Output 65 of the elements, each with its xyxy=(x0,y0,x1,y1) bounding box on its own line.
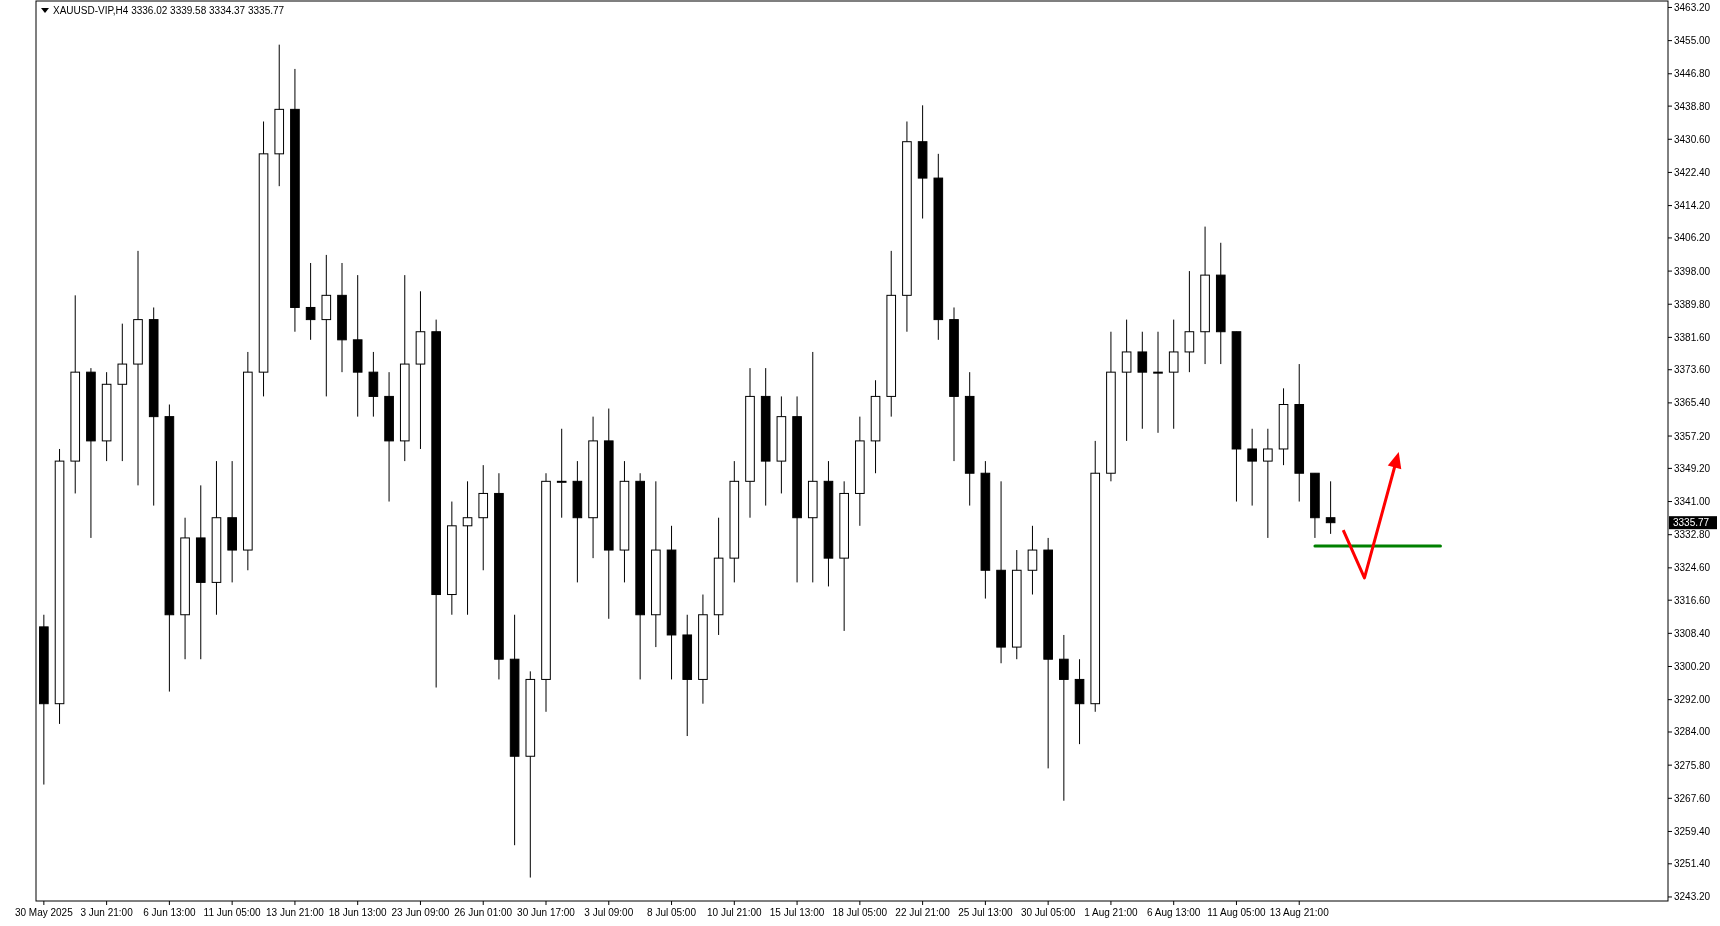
x-tick-label: 13 Aug 21:00 xyxy=(1269,907,1330,918)
y-tick-label: 3430.60 xyxy=(1674,133,1711,145)
x-tick-label: 18 Jul 05:00 xyxy=(832,907,888,918)
candlestick xyxy=(117,323,128,462)
y-tick-label: 3381.60 xyxy=(1674,331,1711,343)
y-tick-label: 3389.80 xyxy=(1674,298,1711,310)
candlestick xyxy=(1059,634,1069,802)
y-tick-label: 3300.20 xyxy=(1674,661,1711,672)
x-tick-label: 11 Jun 05:00 xyxy=(203,907,262,918)
candlestick xyxy=(1263,428,1273,539)
x-tick-label: 6 Jun 13:00 xyxy=(143,907,196,918)
y-tick-label: 3455.00 xyxy=(1674,35,1711,47)
y-tick-label: 3324.60 xyxy=(1674,562,1711,574)
y-tick-label: 3316.60 xyxy=(1674,594,1711,606)
y-tick-label: 3292.00 xyxy=(1674,694,1711,706)
y-tick-label: 3446.80 xyxy=(1674,68,1711,80)
x-tick-label: 23 Jun 09:00 xyxy=(391,907,450,918)
x-tick-label: 25 Jul 13:00 xyxy=(958,907,1014,918)
y-tick-label: 3267.60 xyxy=(1674,792,1711,804)
y-tick-label: 3275.80 xyxy=(1674,759,1711,771)
x-tick-label: 3 Jun 21:00 xyxy=(80,907,134,918)
candlestick xyxy=(462,480,473,616)
y-tick-label: 3398.00 xyxy=(1674,265,1711,277)
y-tick-label: 3341.00 xyxy=(1674,496,1711,508)
x-tick-label: 1 Aug 21:00 xyxy=(1084,907,1139,918)
candlestick xyxy=(1184,270,1195,373)
x-tick-label: 15 Jul 13:00 xyxy=(769,907,825,918)
candlestick xyxy=(1137,331,1148,430)
candlestick xyxy=(1027,525,1038,596)
y-tick-label: 3349.20 xyxy=(1674,462,1711,474)
x-tick-label: 30 Jun 17:00 xyxy=(517,907,576,918)
y-tick-label: 3357.20 xyxy=(1674,430,1711,442)
y-tick-label: 3259.40 xyxy=(1674,825,1711,837)
x-tick-label: 11 Aug 05:00 xyxy=(1207,907,1266,918)
y-tick-label: 3332.80 xyxy=(1674,529,1711,541)
candlestick xyxy=(1325,480,1336,535)
candlestick xyxy=(556,428,567,519)
y-tick-label: 3373.60 xyxy=(1674,364,1711,376)
x-tick-label: 30 Jul 05:00 xyxy=(1020,907,1076,918)
candlestick xyxy=(1168,319,1179,430)
text: 3335.77 xyxy=(1673,517,1710,529)
x-tick-label: 30 May 2025 xyxy=(14,907,74,918)
candlestick xyxy=(1121,319,1132,442)
y-tick-label: 3463.20 xyxy=(1674,1,1711,13)
x-tick-label: 22 Jul 21:00 xyxy=(895,907,951,918)
x-tick-label: 10 Jul 21:00 xyxy=(707,907,762,918)
y-tick-label: 3438.80 xyxy=(1674,100,1711,112)
candlestick xyxy=(305,262,316,341)
x-tick-label: 13 Jun 21:00 xyxy=(266,907,325,918)
y-tick-label: 3422.40 xyxy=(1674,166,1711,178)
x-tick-label: 26 Jun 01:00 xyxy=(454,907,513,918)
y-tick-label: 3243.20 xyxy=(1674,891,1711,903)
x-tick-label: 3 Jul 09:00 xyxy=(584,907,634,918)
y-tick-label: 3308.40 xyxy=(1674,627,1711,639)
y-tick-label: 3284.00 xyxy=(1674,726,1711,738)
y-tick-label: 3365.40 xyxy=(1674,397,1711,409)
x-tick-label: 6 Aug 13:00 xyxy=(1147,907,1201,918)
chart-title: XAUUSD-VIP,H4 3336.02 3339.58 3334.37 3335.77 xyxy=(53,5,285,16)
x-tick-label: 18 Jun 13:00 xyxy=(328,907,388,918)
x-tick-label: 8 Jul 05:00 xyxy=(647,907,697,918)
y-tick-label: 3251.40 xyxy=(1674,858,1711,870)
y-tick-label: 3414.20 xyxy=(1674,200,1711,212)
candlestick xyxy=(1247,428,1257,507)
y-tick-label: 3406.20 xyxy=(1674,232,1711,244)
candlestick xyxy=(1153,331,1163,434)
